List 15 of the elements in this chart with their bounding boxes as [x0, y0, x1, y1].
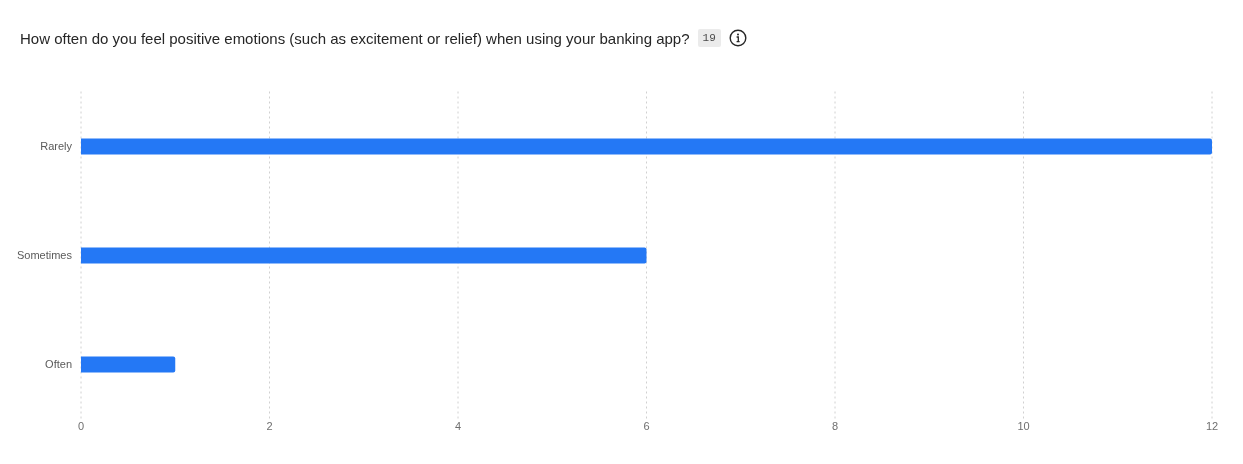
x-tick-label: 4 — [454, 420, 462, 433]
bar — [81, 247, 647, 264]
chart-title: How often do you feel positive emotions (such as excitement or relief) when using your banking app? — [20, 29, 690, 47]
x-tick-label: 2 — [266, 420, 273, 433]
x-tick-label: 12 — [1205, 420, 1219, 433]
y-tick-label: Sometimes — [16, 248, 73, 261]
x-tick-label: 0 — [77, 420, 85, 433]
bar — [81, 356, 176, 373]
y-tick-label: Often — [45, 357, 72, 370]
x-tick-label: 6 — [643, 420, 650, 433]
x-tick-label: 10 — [1017, 420, 1030, 433]
bar — [81, 138, 1212, 155]
y-tick-label: Rarely — [40, 139, 73, 152]
x-tick-label: 8 — [831, 420, 839, 433]
text: 19 — [697, 29, 721, 47]
